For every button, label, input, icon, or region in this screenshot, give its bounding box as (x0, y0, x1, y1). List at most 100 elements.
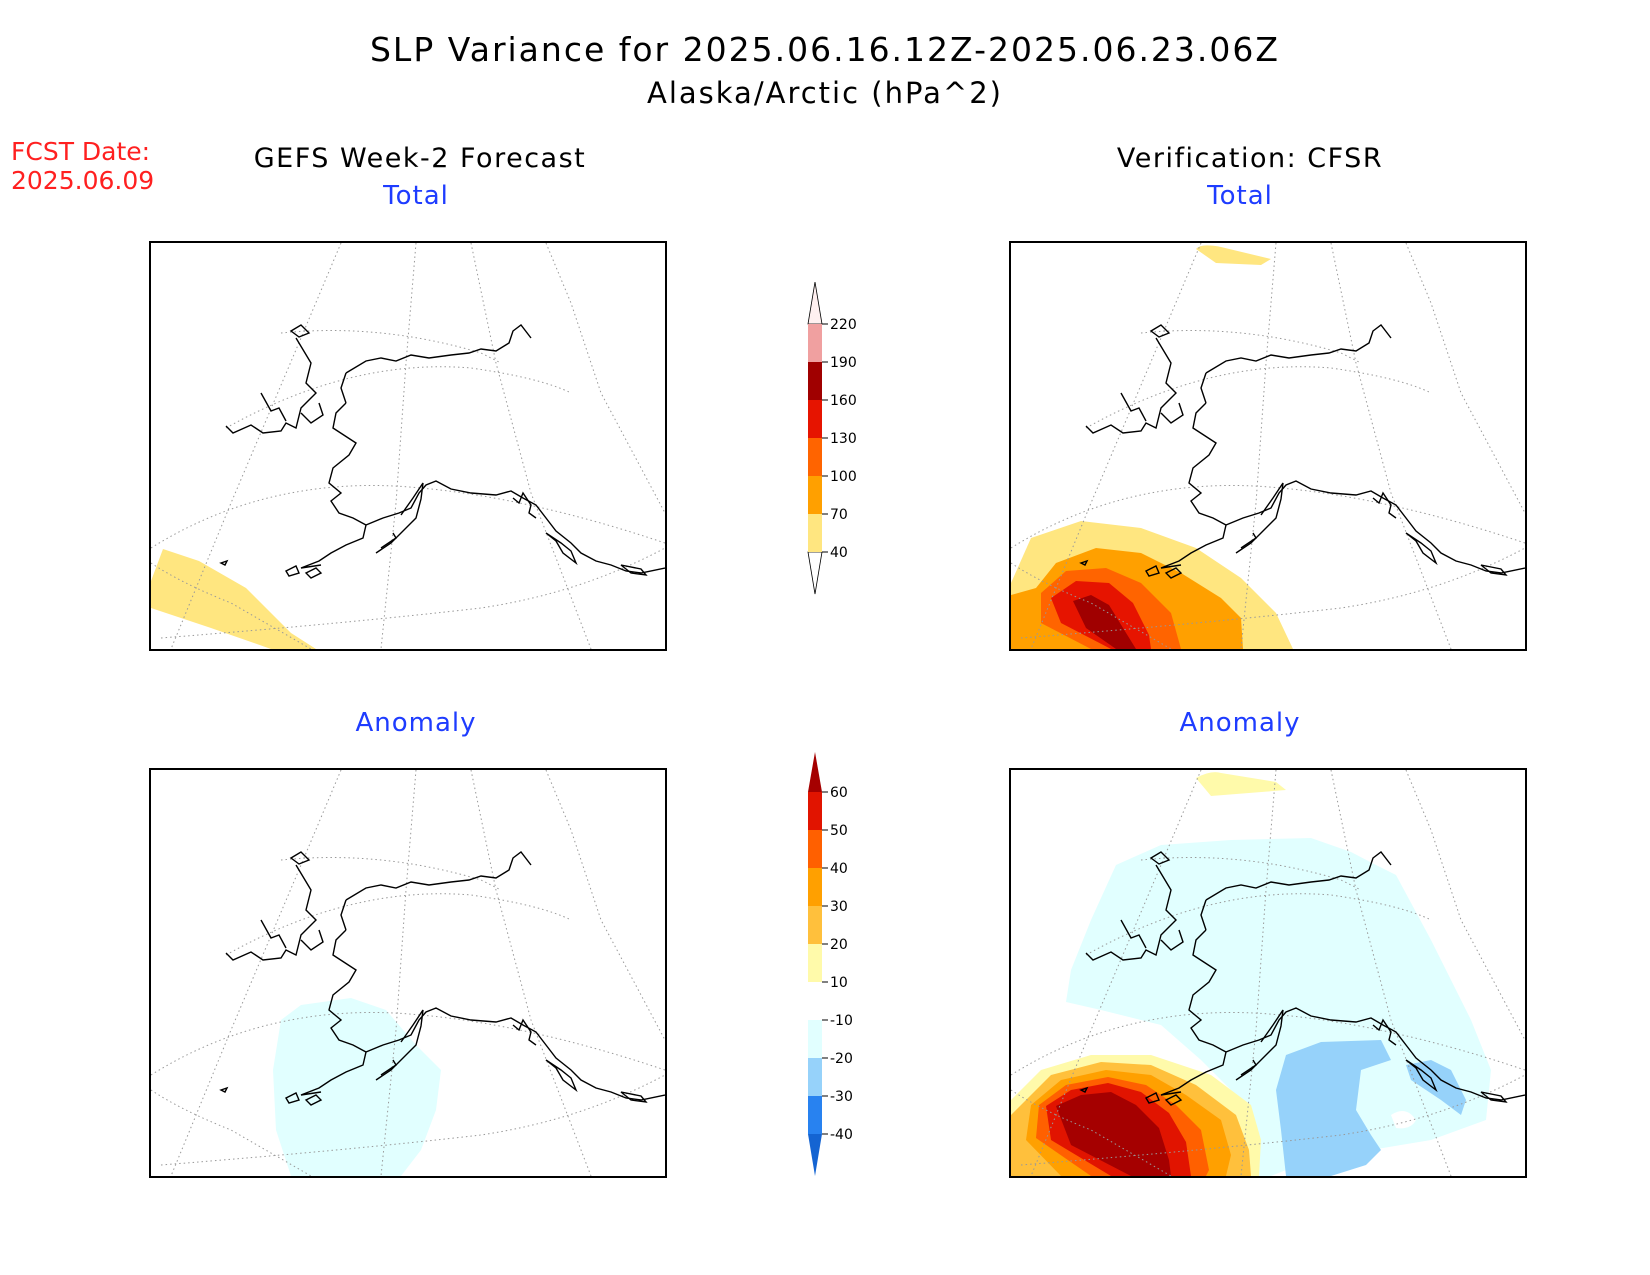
colorbar-bottom-arrow (807, 551, 823, 595)
colorbar-box (808, 514, 822, 552)
coastline-segment (365, 480, 665, 574)
graticule-line (1020, 547, 1525, 639)
variance-shade-40-70 (1196, 245, 1271, 265)
coastline-segment (1085, 337, 1177, 434)
colorbar-tick-label: 60 (830, 785, 848, 801)
colorbar-box (808, 982, 822, 1020)
coastline-segment (512, 1018, 537, 1046)
graticule (151, 770, 665, 1176)
coastline-segment (365, 1007, 665, 1101)
coastline-segment (1079, 559, 1089, 566)
panel-title-verification-anomaly: Anomaly (1179, 708, 1301, 738)
colorbar-tick-label: 130 (830, 431, 857, 447)
coastline-segment (1120, 392, 1147, 422)
coastline-segment (300, 929, 367, 1096)
colorbar-tick-label: -30 (830, 1089, 853, 1105)
coastline-segment (1225, 1007, 1525, 1101)
coastline-segment (300, 402, 367, 569)
figure-subtitle: Alaska/Arctic (hPa^2) (647, 76, 1003, 110)
coastline-segment (1372, 1018, 1397, 1046)
coastline-segment (1149, 324, 1171, 338)
coastline-segment (1235, 1009, 1284, 1081)
colorbar-tick-label: 70 (830, 507, 848, 523)
coastline-segment (1149, 851, 1171, 865)
anomaly-shade-minus20-minus10 (1066, 838, 1491, 1176)
graticule-line (1240, 770, 1277, 1176)
coastline-segment (1079, 1086, 1089, 1093)
coastline-segment (620, 1091, 648, 1103)
graticule (1011, 243, 1525, 649)
graticule-line (1405, 243, 1525, 514)
coastline-segment (1480, 1091, 1508, 1103)
colorbar-bottom-arrow (808, 1134, 822, 1176)
graticule-line (1011, 1089, 1172, 1176)
colorbar-box (808, 792, 822, 830)
anomaly-shade-minus20-minus10 (273, 998, 441, 1176)
colorbar-box (808, 944, 822, 982)
coastline-segment (1240, 532, 1257, 549)
coastline-segment (1145, 565, 1160, 577)
forecast-anomaly-map (151, 770, 665, 1176)
coastline-segment (225, 864, 317, 961)
colorbar-top-arrow (807, 281, 823, 325)
coastline-segment (1160, 402, 1227, 569)
coastline (219, 324, 665, 579)
coastline-segment (1205, 324, 1392, 374)
graticule-line (151, 562, 312, 649)
graticule-line (225, 366, 572, 429)
coastline (219, 851, 665, 1106)
variance-shade-40-70 (151, 549, 316, 649)
graticule-line (170, 770, 342, 1176)
coastline-segment (289, 324, 311, 338)
coastline-segment (219, 1086, 229, 1093)
graticule-line (160, 547, 665, 639)
colorbar-tick-label: 30 (830, 899, 848, 915)
graticule-line (470, 770, 592, 1176)
panel-title-verification-total: Total (1207, 181, 1273, 211)
graticule-line (225, 893, 572, 956)
anomaly-shade-minus30-minus20 (1406, 1060, 1466, 1115)
map-panel-verification-anomaly (1009, 768, 1527, 1178)
coastline-segment (219, 559, 229, 566)
total-colorbar: 40 70 100 130 160 190 220 (792, 281, 862, 612)
graticule-line (1405, 770, 1525, 1041)
forecast-date-block: FCST Date: 2025.06.09 (11, 137, 154, 195)
graticule-line (151, 485, 665, 549)
colorbar-box (808, 830, 822, 868)
coastline-segment (345, 851, 532, 901)
colorbar-tick-label: 20 (830, 937, 848, 953)
coastline-segment (289, 851, 311, 865)
colorbar-box (808, 868, 822, 906)
colorbar-box (808, 1058, 822, 1096)
coastline-segment (1225, 480, 1525, 574)
graticule-line (1030, 243, 1202, 649)
coastline-segment (1480, 564, 1508, 576)
coastline-segment (1160, 929, 1227, 1096)
coastline-segment (304, 567, 323, 579)
coastline-segment (1200, 372, 1207, 404)
coastline-segment (260, 919, 287, 949)
map-panel-forecast-total (149, 241, 667, 651)
coastline-segment (285, 1092, 300, 1104)
variance-shade-160-190 (1073, 595, 1136, 649)
colorbar-tick-label: 50 (830, 823, 848, 839)
anomaly-shade-minus30-minus20 (1276, 1040, 1391, 1176)
anomaly-shade-above-60 (1056, 1092, 1171, 1176)
graticule-line (470, 243, 592, 649)
colorbar-top-arrow (808, 752, 822, 792)
coastline-segment (1240, 1059, 1257, 1076)
anomaly-colorbar: -40 -30 -20 -10 10 20 30 40 50 60 (792, 752, 862, 1197)
coastline-segment (1205, 851, 1392, 901)
coastline-segment (260, 392, 287, 422)
graticule-line (1020, 1074, 1525, 1166)
graticule-line (170, 243, 342, 649)
coastline-segment (380, 532, 397, 549)
coastline-segment (1200, 899, 1207, 931)
coastline-segment (512, 491, 537, 519)
total-colorbar-graphic: 40 70 100 130 160 190 220 (807, 281, 857, 595)
verification-column-title: Verification: CFSR (1116, 143, 1384, 174)
graticule-line (545, 243, 665, 514)
colorbar-tick-label: 190 (830, 355, 857, 371)
verification-total-map (1011, 243, 1525, 649)
graticule-line (1330, 770, 1452, 1176)
